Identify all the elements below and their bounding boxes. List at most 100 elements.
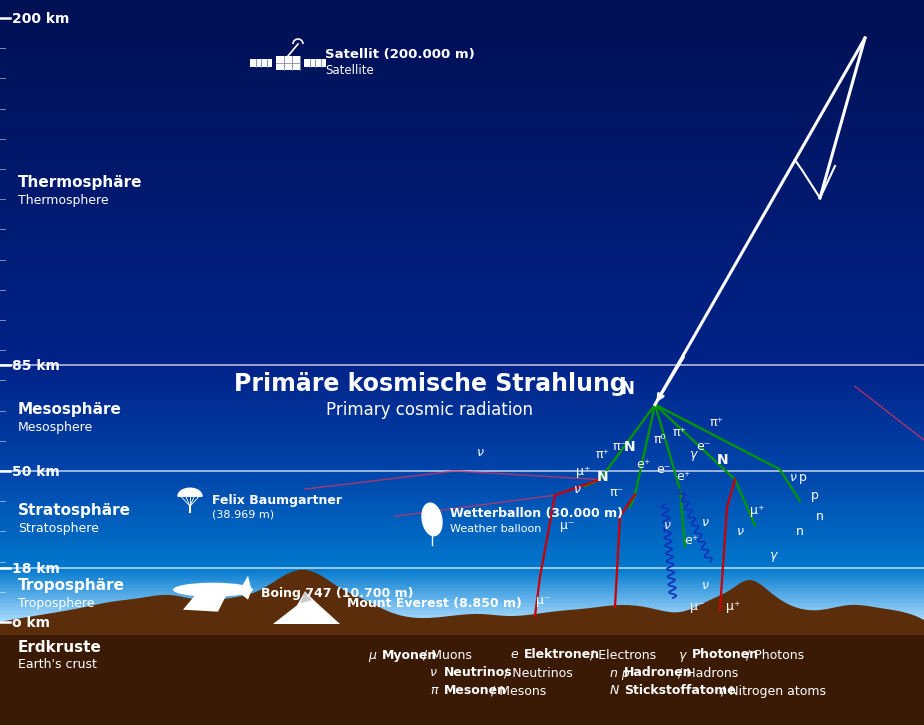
Bar [0,386,924,391]
Bar [0,558,924,561]
Bar [0,591,924,592]
Bar [0,18,924,30]
Bar [0,500,924,503]
Text: π⁺: π⁺ [673,426,687,439]
Bar [0,569,924,571]
Bar [0,454,924,458]
Text: π⁺: π⁺ [710,416,724,429]
Bar [0,572,924,573]
Text: Weather balloon: Weather balloon [450,524,541,534]
Bar [0,507,924,510]
Bar [0,589,924,591]
Bar [0,215,924,226]
Bar [0,614,924,616]
Text: Stratosphere: Stratosphere [18,522,99,535]
Bar [0,608,924,610]
Bar [0,587,924,588]
Text: / Photons: / Photons [742,648,804,661]
Bar [0,41,924,53]
Bar [0,134,924,145]
Bar [0,548,924,552]
Bar [0,484,924,487]
Bar [0,581,924,583]
Bar [0,478,924,481]
Bar [0,584,924,585]
Bar [0,552,924,555]
Bar [0,474,924,478]
Text: N: N [610,684,619,697]
Bar [0,487,924,490]
Bar [0,370,924,374]
Bar [0,442,924,446]
Bar [0,365,924,370]
Bar [0,574,924,576]
Bar [0,571,924,572]
Text: Thermosphäre: Thermosphäre [18,175,142,190]
Bar [0,378,924,382]
Bar [0,561,924,565]
Bar [0,395,924,399]
Text: μ⁺: μ⁺ [749,504,764,517]
Bar [0,180,924,191]
Bar [0,532,924,536]
Bar [0,374,924,378]
Bar [0,602,924,603]
Text: γ: γ [689,448,697,461]
Bar [0,471,924,474]
Text: n: n [796,525,804,538]
Text: 200 km: 200 km [12,12,69,26]
Bar [0,463,924,467]
Bar [0,168,924,180]
Bar [0,618,924,619]
Text: e⁺: e⁺ [684,534,699,547]
Polygon shape [178,488,202,496]
Bar [250,59,272,67]
Polygon shape [183,592,228,612]
Polygon shape [0,570,924,725]
Bar [0,30,924,41]
Bar [0,607,924,608]
Text: μ⁻: μ⁻ [536,594,551,608]
Bar [0,261,924,273]
Bar [0,545,924,548]
Bar [0,594,924,596]
Text: N: N [620,380,634,397]
Text: n p: n p [610,666,630,679]
Text: 85 km: 85 km [12,360,60,373]
Bar [0,650,924,725]
Bar [0,76,924,88]
Bar [0,319,924,331]
Text: N: N [625,439,636,454]
Bar [0,249,924,261]
Text: e⁺: e⁺ [675,470,690,483]
Text: π⁻: π⁻ [610,486,624,499]
Bar [0,403,924,407]
Text: Boing 747 (10.700 m): Boing 747 (10.700 m) [261,587,414,600]
Text: p: p [799,471,807,484]
Bar [0,610,924,611]
Text: Primary cosmic radiation: Primary cosmic radiation [326,402,533,419]
Bar [0,536,924,539]
Text: Primäre kosmische Strahlung: Primäre kosmische Strahlung [234,373,626,397]
Bar [0,611,924,613]
Bar [0,331,924,342]
Bar [0,481,924,484]
Bar [0,307,924,319]
Text: ν: ν [701,516,709,529]
Text: Mesosphere: Mesosphere [18,420,93,434]
Bar [0,273,924,284]
Bar [0,568,924,569]
Text: Hadronen: Hadronen [624,666,693,679]
Polygon shape [238,592,251,600]
Text: Mount Everest (8.850 m): Mount Everest (8.850 m) [347,597,522,610]
Text: μ⁻: μ⁻ [689,600,704,613]
Text: ν: ν [574,483,580,496]
Text: (38.969 m): (38.969 m) [212,509,274,519]
Bar [0,99,924,111]
Bar [0,555,924,558]
Text: Stickstoffatome: Stickstoffatome [624,684,736,697]
Bar [0,191,924,203]
Text: Mesonen: Mesonen [444,684,507,697]
Ellipse shape [173,583,253,597]
Bar [0,635,924,725]
